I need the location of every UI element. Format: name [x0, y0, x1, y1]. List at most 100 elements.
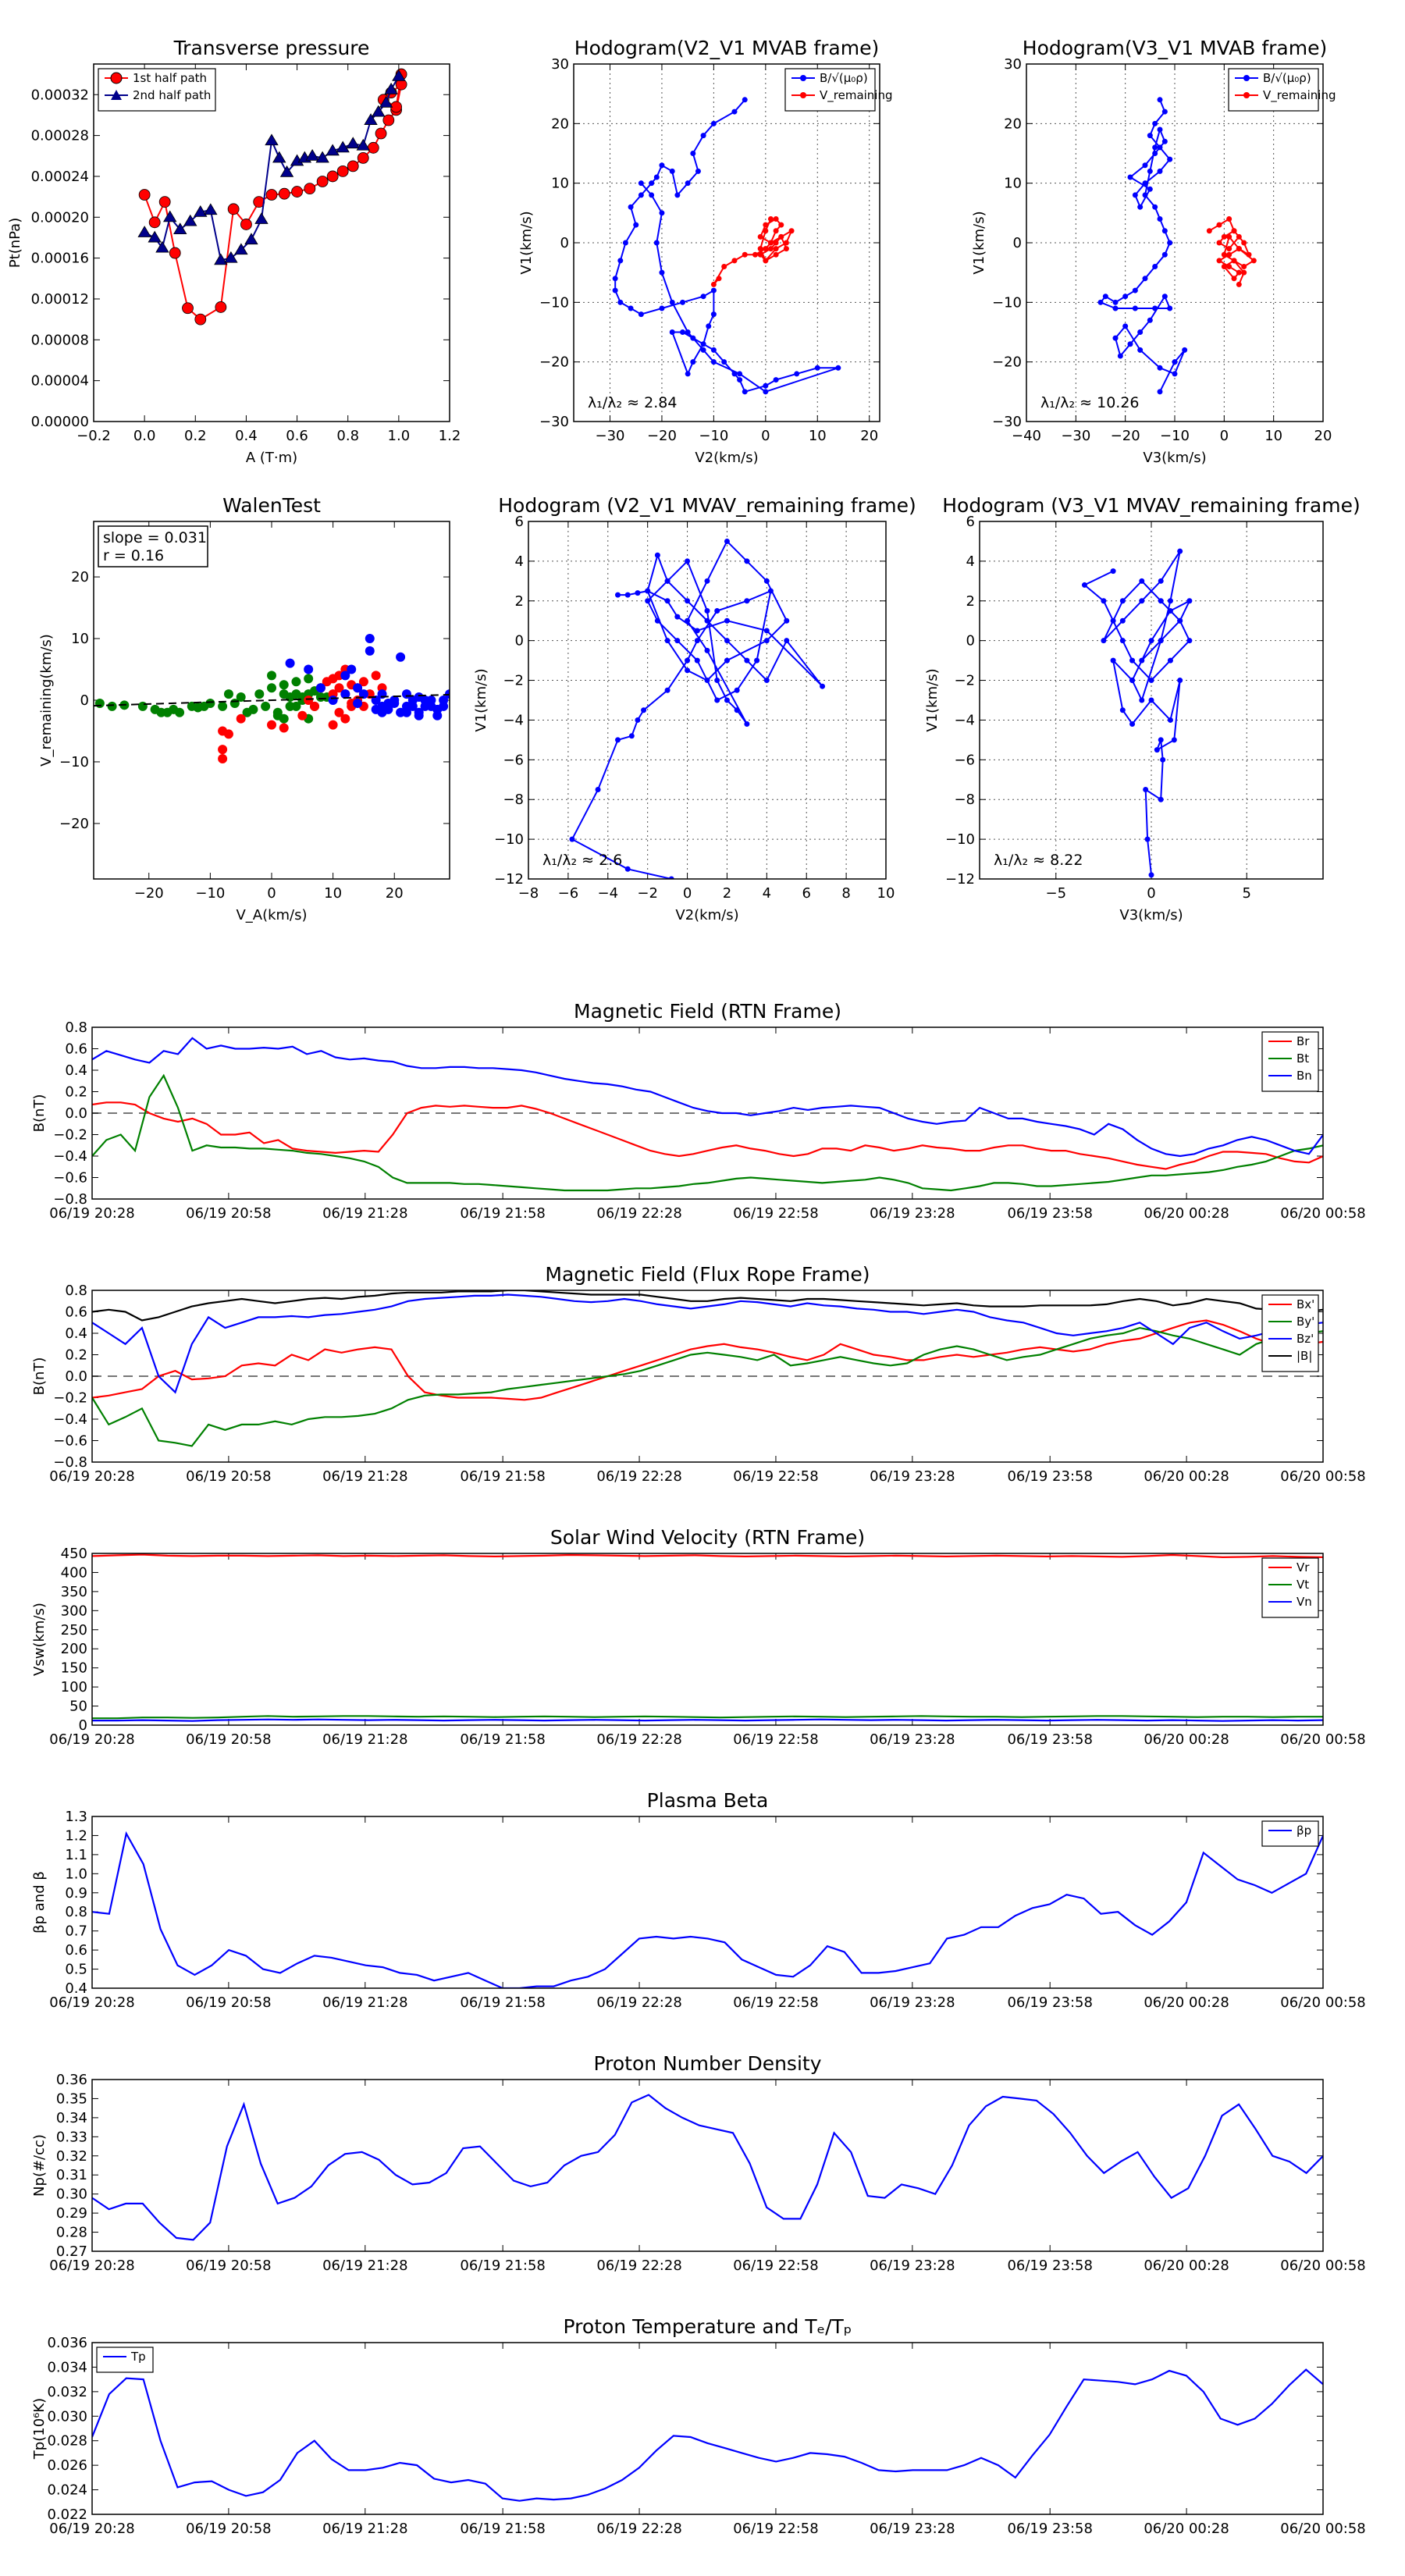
y-tick-label: 0.8: [65, 1283, 87, 1299]
data-point: [1177, 617, 1183, 624]
data-point: [1129, 678, 1136, 684]
y-tick-label: −0.4: [53, 1148, 87, 1165]
x-tick-label: 06/19 20:28: [49, 1994, 134, 2011]
data-point: [234, 243, 248, 255]
x-tick-label: 0.2: [184, 428, 207, 444]
data-point: [1152, 151, 1158, 156]
data-point: [685, 180, 691, 187]
data-point: [763, 382, 769, 389]
y-tick-label: 0.6: [65, 1304, 87, 1321]
data-point: [1172, 371, 1178, 377]
data-point: [224, 251, 238, 263]
x-tick-label: −2: [637, 885, 658, 902]
y-tick-label: −8: [954, 792, 975, 808]
data-point: [401, 689, 411, 699]
data-point: [265, 189, 278, 201]
series-line-1: [92, 1326, 1323, 1447]
x-tick-label: −20: [647, 428, 677, 444]
data-point: [1161, 138, 1168, 144]
y-tick-label: 10: [1004, 176, 1022, 192]
data-point: [1142, 162, 1148, 169]
data-point: [669, 168, 675, 174]
series-line-0: [92, 1831, 1323, 1988]
data-point: [279, 713, 289, 724]
data-point: [633, 222, 639, 228]
data-point: [379, 95, 393, 108]
x-tick-label: 06/19 23:58: [1007, 1468, 1092, 1485]
data-point: [664, 578, 670, 584]
y-tick-label: 0.00008: [31, 332, 89, 348]
data-point: [724, 638, 730, 644]
data-point: [659, 162, 665, 169]
data-point: [737, 377, 743, 383]
data-point: [183, 214, 197, 226]
data-point: [685, 617, 691, 624]
plot-frame: [93, 63, 450, 422]
series-line-2: [92, 1037, 1323, 1158]
data-point: [763, 638, 770, 644]
chart-title: Proton Temperature and Tₑ/Tₚ: [564, 2315, 852, 2338]
x-tick-label: 06/19 20:58: [186, 1468, 271, 1485]
data-point: [1119, 617, 1126, 624]
y-tick-label: 0.028: [47, 2433, 87, 2450]
data-point: [612, 276, 618, 282]
data-point: [340, 689, 350, 699]
chart-mag_rtn: Magnetic Field (RTN Frame) −0.8 −0.6 −0.4 −0…: [31, 1000, 1366, 1222]
y-tick-label: −12: [494, 871, 524, 888]
y-tick-label: 0.5: [65, 1962, 87, 1978]
y-tick-label: −0.2: [53, 1390, 87, 1407]
x-tick-label: 06/19 23:58: [1007, 1994, 1092, 2011]
data-point: [1112, 305, 1119, 311]
data-point: [784, 638, 790, 644]
data-point: [353, 683, 363, 693]
data-point: [645, 588, 651, 594]
data-point: [1177, 678, 1183, 684]
y-axis-label: V1(km/s): [473, 668, 489, 731]
data-point: [346, 137, 360, 149]
x-tick-label: 06/20 00:58: [1280, 1731, 1365, 1748]
data-point: [794, 371, 800, 377]
plot-frame: [91, 1026, 1324, 1200]
x-tick-label: 20: [386, 885, 404, 902]
y-tick-label: 450: [61, 1546, 87, 1562]
data-point: [1167, 156, 1173, 162]
y-tick-label: 0.00028: [31, 128, 89, 144]
data-point: [1122, 323, 1129, 329]
x-tick-label: −10: [699, 428, 728, 444]
data-point: [763, 228, 769, 234]
chart-title: Hodogram(V3_V1 MVAB frame): [1023, 37, 1327, 59]
data-point: [1110, 568, 1116, 575]
data-point: [1127, 174, 1133, 180]
data-point: [1097, 299, 1104, 305]
series-line-0: [614, 99, 839, 393]
y-tick-label: 0.6: [65, 1942, 87, 1959]
data-point: [744, 657, 750, 664]
data-point: [1161, 294, 1168, 300]
data-point: [347, 160, 359, 173]
data-point: [1157, 389, 1163, 395]
x-tick-label: 06/19 21:58: [460, 1468, 545, 1485]
data-point: [1132, 305, 1138, 311]
x-tick-label: 06/19 21:28: [322, 2521, 407, 2537]
stat-line: slope = 0.031: [103, 529, 207, 546]
y-tick-label: 0.2: [65, 1347, 87, 1364]
data-point: [175, 707, 185, 717]
data-point: [784, 617, 790, 624]
data-point: [1157, 144, 1163, 151]
ratio-annotation: λ₁/λ₂ ≈ 2.84: [588, 394, 677, 411]
x-tick-label: 06/19 20:28: [49, 2258, 134, 2274]
x-tick-label: 06/19 21:28: [322, 1205, 407, 1222]
data-point: [669, 299, 675, 305]
data-point: [1157, 215, 1163, 222]
data-point: [628, 305, 634, 311]
y-axis-label: Vsw(km/s): [31, 1603, 48, 1676]
x-tick-label: 06/19 23:58: [1007, 2258, 1092, 2274]
data-point: [731, 109, 738, 115]
data-point: [706, 323, 712, 329]
data-point: [365, 634, 375, 644]
data-point: [328, 720, 338, 730]
series-line-1: [1208, 218, 1256, 285]
x-tick-label: −4: [598, 885, 619, 902]
y-tick-label: 6: [515, 514, 524, 530]
x-tick-label: 1.2: [439, 428, 461, 444]
